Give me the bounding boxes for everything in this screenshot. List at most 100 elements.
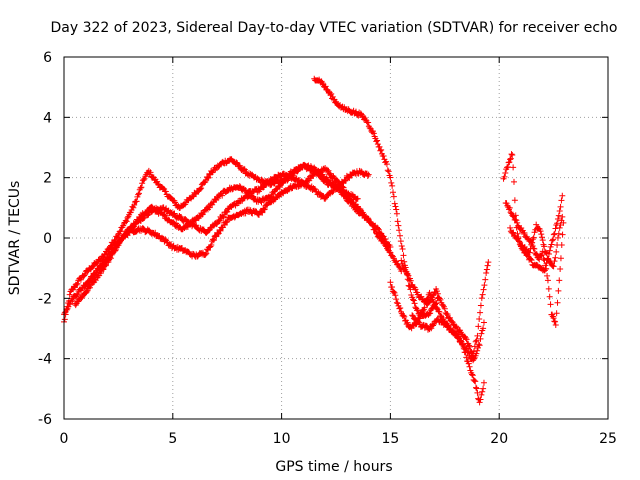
data-point [389, 284, 396, 291]
data-point [98, 261, 105, 268]
data-point [82, 271, 89, 278]
data-point [466, 342, 473, 349]
data-point [73, 292, 80, 299]
data-point [388, 179, 395, 186]
data-point [372, 226, 379, 233]
data-point [138, 184, 145, 191]
data-point [285, 176, 292, 183]
data-point [546, 247, 553, 254]
y-tick-label: 0 [43, 231, 52, 247]
data-point [365, 119, 372, 126]
data-point [386, 249, 393, 256]
data-point [401, 313, 408, 320]
data-point [397, 304, 404, 311]
data-point [481, 282, 488, 289]
data-point [207, 243, 214, 250]
data-point [224, 218, 231, 225]
data-point [554, 234, 561, 241]
data-point [433, 305, 440, 312]
data-point [214, 230, 221, 237]
data-point [511, 197, 518, 204]
data-point [335, 179, 342, 186]
data-point [538, 251, 545, 258]
data-point [394, 218, 401, 225]
data-point [478, 330, 485, 337]
data-point [387, 279, 394, 286]
data-point [452, 323, 459, 330]
data-point [390, 193, 397, 200]
data-point [407, 277, 414, 284]
data-point [526, 249, 533, 256]
data-point [510, 178, 517, 185]
data-point [131, 201, 138, 208]
data-point [536, 256, 543, 263]
data-point [208, 242, 215, 249]
data-point [178, 213, 185, 220]
data-point [555, 230, 562, 237]
data-point [364, 172, 371, 179]
data-point [471, 377, 478, 384]
data-point [256, 211, 263, 218]
data-point [471, 343, 478, 350]
data-point [265, 180, 272, 187]
data-point [74, 280, 81, 287]
data-point [102, 262, 109, 269]
data-point [391, 200, 398, 207]
chart-title: Day 322 of 2023, Sidereal Day-to-day VTE… [51, 20, 618, 36]
data-point [240, 165, 247, 172]
data-point [546, 293, 553, 300]
data-point [329, 189, 336, 196]
data-point [427, 297, 434, 304]
x-tick-label: 20 [490, 431, 508, 447]
data-point [441, 305, 448, 312]
data-point [472, 384, 479, 391]
data-point [137, 184, 144, 191]
data-point [399, 262, 406, 269]
data-point [61, 316, 68, 323]
data-point [548, 241, 555, 248]
data-point [236, 183, 243, 190]
data-point [73, 281, 80, 288]
data-point [431, 301, 438, 308]
x-tick-label: 15 [381, 431, 399, 447]
data-point [527, 245, 534, 252]
data-point [533, 221, 540, 228]
data-point [380, 152, 387, 159]
data-point [160, 211, 167, 218]
data-point [544, 277, 551, 284]
data-point [537, 253, 544, 260]
data-point [409, 296, 416, 303]
data-point [482, 276, 489, 283]
data-point [384, 167, 391, 174]
data-point [529, 236, 536, 243]
data-point [370, 130, 377, 137]
data-point [558, 197, 565, 204]
data-point [120, 222, 127, 229]
data-point [220, 214, 227, 221]
data-point [86, 278, 93, 285]
data-point [135, 191, 142, 198]
data-point [354, 195, 361, 202]
data-point [219, 192, 226, 199]
data-point [530, 234, 537, 241]
data-point [400, 312, 407, 319]
data-point [485, 259, 492, 266]
data-point [506, 204, 513, 211]
data-point [140, 176, 147, 183]
data-point [389, 182, 396, 189]
data-point [514, 219, 521, 226]
data-point [554, 242, 561, 249]
data-point [479, 291, 486, 298]
data-point [290, 172, 297, 179]
data-point [556, 277, 563, 284]
data-point [502, 169, 509, 176]
data-point [469, 371, 475, 378]
data-point [81, 272, 88, 279]
data-point [544, 255, 551, 262]
data-point [541, 243, 548, 250]
data-point [508, 151, 515, 158]
data-point [328, 90, 335, 97]
data-point [130, 204, 137, 211]
data-point [504, 163, 511, 170]
data-point [369, 222, 376, 229]
